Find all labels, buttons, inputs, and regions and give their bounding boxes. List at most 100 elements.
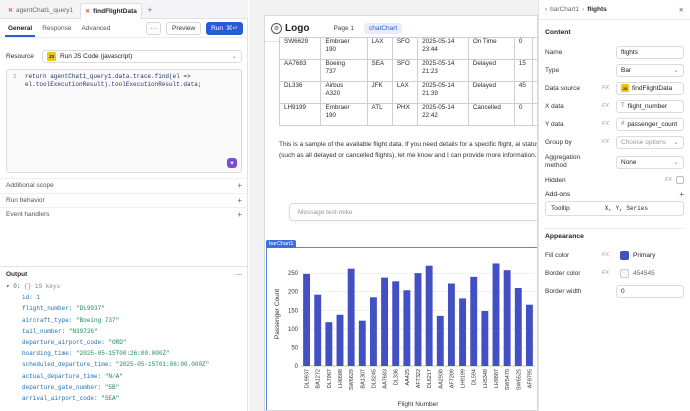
prop-group-by: Group by FX Choose options ⌄ bbox=[545, 133, 684, 151]
prop-field[interactable]: Bar ⌄ bbox=[616, 63, 684, 77]
run-shortcut: ⌘↵ bbox=[226, 25, 238, 32]
breadcrumb-separator: › bbox=[582, 6, 585, 13]
ai-assist-icon[interactable]: ✦ bbox=[227, 158, 237, 168]
border-width-input[interactable]: 0 bbox=[616, 284, 684, 298]
table-cell: 2025-05-14 21:23 bbox=[417, 59, 469, 82]
fill-swatch bbox=[620, 250, 629, 260]
tab-label: agentChat1_query1 bbox=[16, 7, 74, 14]
aggregation-select[interactable]: None ⌄ bbox=[616, 155, 684, 169]
tab-response[interactable]: Response bbox=[42, 25, 72, 32]
prop-label: X data bbox=[545, 102, 564, 110]
table-cell: LH9199 bbox=[278, 103, 322, 126]
section-event-handlers[interactable]: Event handlers + bbox=[0, 207, 248, 222]
section-run-behavior[interactable]: Run behavior + bbox=[0, 192, 248, 208]
output-value: "ORD" bbox=[108, 338, 127, 346]
prop-field[interactable]: Choose options ⌄ bbox=[616, 135, 684, 149]
code-editor[interactable]: 1 return agentChat1_query1.data.trace.fi… bbox=[6, 69, 242, 173]
tooltip-value: X, Y, Series bbox=[604, 205, 648, 212]
fx-toggle[interactable]: FX bbox=[602, 103, 610, 109]
x-tick-label: AA425 bbox=[405, 369, 411, 386]
run-button[interactable]: Run ⌘↵ bbox=[206, 22, 243, 35]
prop-field[interactable]: flights bbox=[616, 45, 684, 59]
chat-input-placeholder: Message test-mike bbox=[298, 208, 353, 216]
x-tick-label: DL7967 bbox=[327, 369, 333, 388]
border-color-field[interactable]: 454545 bbox=[616, 266, 684, 280]
tooltip-label: Tooltip bbox=[551, 205, 570, 212]
tab-findflightdata[interactable]: ✕ findFlightData bbox=[80, 2, 142, 19]
table-row[interactable]: LH9199 Embraer 190 ATL PHX 2025-05-14 22:42 C… bbox=[278, 103, 537, 126]
hidden-fx[interactable]: FX bbox=[664, 177, 672, 183]
prop-value-wrap: JS findFlightData bbox=[621, 84, 672, 92]
tooltip-addon[interactable]: Tooltip X, Y, Series bbox=[545, 201, 684, 216]
plus-icon: + bbox=[237, 181, 242, 191]
chat-input[interactable]: Message test-mike bbox=[289, 203, 537, 221]
fx-toggle[interactable]: FX bbox=[602, 85, 610, 91]
prop-field[interactable]: # passenger_count bbox=[616, 117, 684, 131]
y-tick-label: 200 bbox=[288, 290, 299, 296]
x-tick-label: BA1307 bbox=[360, 369, 366, 389]
bar-chart-container[interactable]: barChart1 0 50 100 150 200 250 DL9937 BA1272 DL7… bbox=[266, 240, 537, 410]
nav-chatchart[interactable]: chatChart bbox=[364, 23, 403, 34]
code-line-1: return agentChat1_query1.data.trace.find… bbox=[25, 73, 191, 80]
run-label: Run bbox=[211, 25, 224, 32]
inspector-body: Content Name flights Type Bar ⌄ Data source FX… bbox=[539, 29, 690, 300]
section-label: Additional scope bbox=[6, 182, 54, 190]
bar bbox=[336, 314, 344, 366]
y-tick-label: 100 bbox=[288, 327, 299, 333]
x-tick-label: AF7209 bbox=[449, 369, 455, 388]
table-row[interactable]: SW6629 Embraer 190 LAX SFO 2025-05-14 23:44 O… bbox=[278, 37, 537, 60]
table-cell: On Time bbox=[467, 37, 515, 60]
section-label: Run behavior bbox=[6, 196, 45, 204]
bar bbox=[492, 263, 500, 366]
fx-toggle[interactable]: FX bbox=[602, 139, 610, 145]
hidden-checkbox[interactable] bbox=[676, 176, 684, 184]
table-cell: LAX bbox=[391, 81, 419, 104]
x-axis-title: Flight Number bbox=[398, 401, 440, 408]
prop-label: Data source bbox=[545, 84, 581, 92]
number-column-icon: # bbox=[621, 121, 625, 127]
bar bbox=[503, 270, 511, 366]
plus-icon: + bbox=[237, 210, 242, 220]
add-addon-icon[interactable]: + bbox=[679, 189, 684, 199]
tab-general[interactable]: General bbox=[5, 20, 36, 37]
add-tab-icon[interactable]: + bbox=[147, 5, 153, 15]
query-actions: ··· Preview Run ⌘↵ bbox=[146, 22, 243, 35]
x-tick-label: LH6688 bbox=[338, 369, 344, 388]
appearance-section-title: Appearance bbox=[545, 228, 684, 240]
tab-advanced[interactable]: Advanced bbox=[81, 25, 111, 32]
back-icon[interactable]: ‹ bbox=[545, 6, 548, 13]
fill-color-field[interactable]: Primary bbox=[616, 248, 684, 262]
resource-select[interactable]: JS Run JS Code (javascript) ⌄ bbox=[42, 49, 242, 63]
plus-icon: + bbox=[237, 195, 242, 205]
prop-border-color: Border color FX 454545 bbox=[545, 264, 684, 282]
logo-icon: ⚙ bbox=[271, 23, 282, 34]
collapse-icon[interactable]: — bbox=[235, 270, 243, 278]
x-tick-label: AA7683 bbox=[383, 369, 389, 389]
table-row[interactable]: DL336 Airbus A320 JFK LAX 2025-05-14 21:39 De… bbox=[278, 81, 537, 104]
table-cell: DL336 bbox=[278, 81, 322, 104]
output-item: tail_number: "N39726" bbox=[22, 326, 248, 337]
table-row[interactable]: AA7683 Boeing 737 SEA SFO 2025-05-14 21:23 De… bbox=[278, 59, 537, 82]
close-icon[interactable]: ✕ bbox=[678, 6, 684, 14]
x-tick-label: DL6217 bbox=[427, 369, 433, 388]
output-value: "DL9937" bbox=[76, 305, 105, 313]
fx-toggle[interactable]: FX bbox=[602, 121, 610, 127]
nav-page1[interactable]: Page 1 bbox=[333, 25, 355, 32]
prop-field[interactable]: JS findFlightData bbox=[616, 81, 684, 95]
y-tick-label: 50 bbox=[291, 345, 298, 351]
subtabs: General Response Advanced bbox=[5, 20, 113, 37]
chart-tag[interactable]: barChart1 bbox=[266, 240, 297, 248]
tab-agentchat1-query1[interactable]: ✕ agentChat1_query1 bbox=[4, 3, 77, 19]
js-icon: ✕ bbox=[85, 8, 91, 15]
breadcrumb: ‹ barChart1 › flights bbox=[545, 6, 607, 13]
output-key: aircraft_type: bbox=[22, 316, 73, 324]
prop-hidden: Hidden FX bbox=[545, 173, 684, 187]
more-options-button[interactable]: ··· bbox=[146, 22, 161, 35]
breadcrumb-parent[interactable]: barChart1 bbox=[550, 6, 580, 13]
output-root[interactable]: ▾ 0: {} 19 keys bbox=[0, 281, 248, 292]
section-additional-scope[interactable]: Additional scope + bbox=[0, 178, 248, 193]
preview-button[interactable]: Preview bbox=[165, 22, 202, 35]
output-header: Output — bbox=[0, 267, 248, 281]
